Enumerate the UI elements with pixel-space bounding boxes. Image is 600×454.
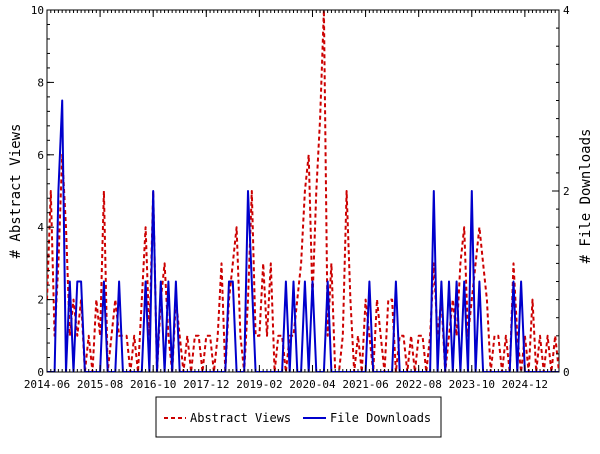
x-tick-label: 2024-12	[502, 378, 548, 391]
legend-box	[155, 396, 442, 438]
legend: Abstract Views File Downloads	[155, 396, 442, 438]
x-tick-label: 2023-10	[449, 378, 495, 391]
x-tick-label: 2016-10	[130, 378, 176, 391]
y-right-tick-label: 2	[563, 185, 570, 198]
y-right-tick-label: 0	[563, 366, 570, 379]
legend-label-file-downloads: File Downloads	[330, 411, 431, 425]
tick-label-group: 2014-06 2015-08 2016-10 2017-12 2019-02 2020-…	[24, 4, 570, 391]
series-line-file-downloads	[47, 99, 559, 372]
y-left-tick-label: 0	[37, 366, 44, 379]
x-tick-label: 2022-08	[395, 378, 441, 391]
y-left-tick-label: 10	[31, 4, 44, 17]
y-left-tick-label: 8	[37, 76, 44, 89]
x-tick-label: 2017-12	[183, 378, 229, 391]
series-group	[47, 9, 559, 372]
x-tick-label: 2014-06	[24, 378, 70, 391]
x-tick-label: 2015-08	[77, 378, 123, 391]
x-tick-label: 2019-02	[236, 378, 282, 391]
y-axis-right-title: # File Downloads	[578, 129, 594, 264]
x-tick-label: 2020-04	[289, 378, 336, 391]
y-left-tick-label: 6	[37, 149, 44, 162]
legend-label-abstract-views: Abstract Views	[190, 411, 291, 425]
tick-group	[46, 9, 560, 373]
y-left-tick-label: 4	[37, 221, 44, 234]
x-tick-label: 2021-06	[342, 378, 388, 391]
y-right-tick-label: 4	[563, 4, 570, 17]
series-line-abstract-views	[47, 9, 559, 372]
y-left-tick-label: 2	[37, 294, 44, 307]
y-axis-left-title: # Abstract Views	[8, 124, 24, 259]
